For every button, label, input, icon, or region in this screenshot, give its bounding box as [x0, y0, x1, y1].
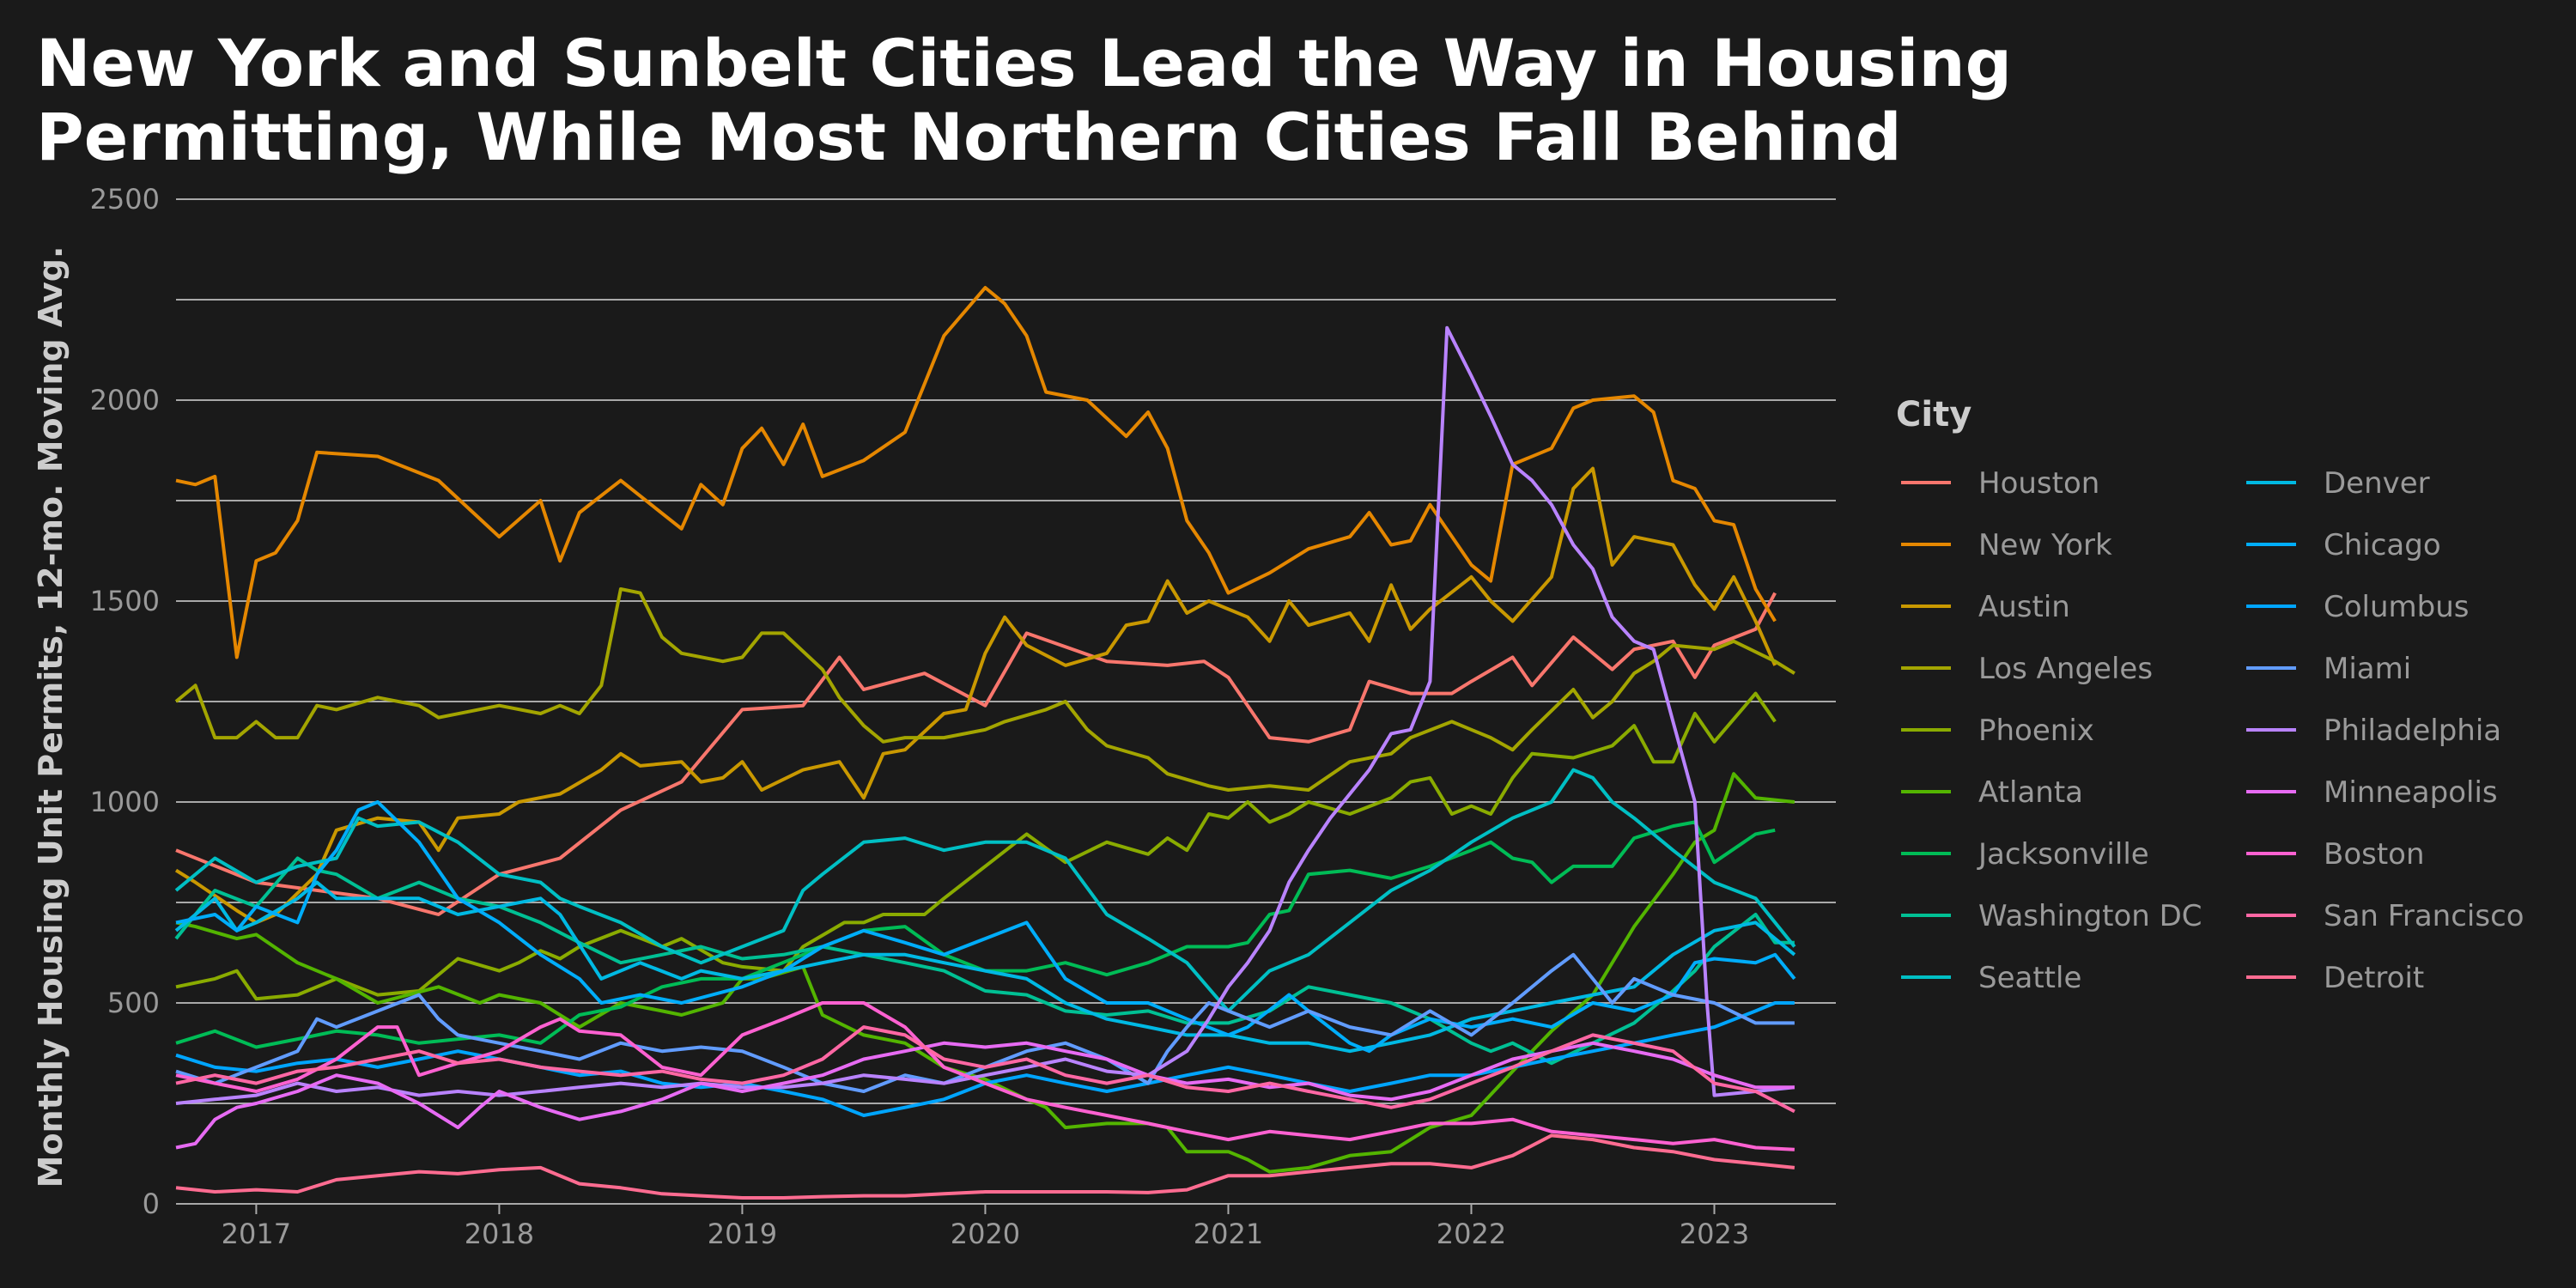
legend-label: New York: [1978, 528, 2112, 562]
y-tick-label: 2000: [90, 384, 160, 416]
y-tick-label: 2500: [90, 183, 160, 216]
x-tick-label: 2017: [222, 1218, 291, 1250]
series-line-san-francisco: [175, 1025, 1795, 1114]
series-line-phoenix: [175, 691, 1777, 1001]
chart-title-line-1: New York and Sunbelt Cities Lead the Way…: [36, 25, 2012, 101]
legend-label: Los Angeles: [1978, 652, 2153, 686]
series-line-detroit: [175, 1133, 1795, 1200]
legend-label: Philadelphia: [2324, 714, 2501, 748]
legend-label: Minneapolis: [2324, 775, 2498, 810]
y-tick-label: 1500: [90, 585, 160, 617]
legend-label: Columbus: [2324, 590, 2470, 624]
series-lines: [174, 286, 1796, 1200]
legend-title: City: [1896, 395, 1971, 434]
legend: City Houston New York Austin Los Angeles Pho…: [1896, 395, 2524, 995]
y-axis-label: Monthly Housing Unit Permits, 12-mo. Mov…: [32, 246, 70, 1188]
x-tick-label: 2019: [708, 1218, 777, 1250]
grid-lines: [176, 198, 1836, 1205]
series-line-washington-dc: [174, 856, 1795, 1066]
y-axis-ticks: 0 500 1000 1500 2000 2500: [90, 183, 160, 1220]
legend-label: Seattle: [1978, 961, 2081, 995]
series-line-jacksonville: [175, 820, 1776, 1049]
series-line-denver: [174, 880, 1796, 1054]
series-line-houston: [175, 592, 1777, 916]
x-tick-label: 2022: [1437, 1218, 1506, 1250]
legend-label: Phoenix: [1978, 714, 2094, 748]
y-tick-label: 1000: [90, 786, 160, 818]
legend-label: San Francisco: [2324, 899, 2524, 933]
legend-label: Miami: [2324, 652, 2411, 686]
x-tick-label: 2020: [951, 1218, 1020, 1250]
x-tick-label: 2021: [1194, 1218, 1263, 1250]
series-line-philadelphia: [175, 325, 1795, 1105]
legend-label: Chicago: [2324, 528, 2441, 562]
legend-label: Boston: [2324, 837, 2425, 872]
legend-label: Jacksonville: [1977, 837, 2149, 872]
series-line-boston: [175, 1001, 1795, 1151]
legend-label: Washington DC: [1978, 899, 2202, 933]
x-tick-label: 2023: [1680, 1218, 1749, 1250]
series-line-austin: [174, 466, 1777, 925]
x-axis: 2017 2018 2019 2020 2021 2022 2023: [222, 1204, 1749, 1250]
legend-label: Detroit: [2324, 961, 2424, 995]
chart-title-line-2: Permitting, While Most Northern Cities F…: [36, 99, 1902, 175]
series-line-miami: [175, 952, 1795, 1093]
legend-label: Austin: [1978, 590, 2070, 624]
legend-label: Atlanta: [1978, 775, 2083, 810]
y-tick-label: 0: [143, 1188, 160, 1220]
x-tick-label: 2018: [465, 1218, 534, 1250]
series-line-columbus: [175, 1001, 1795, 1117]
series-line-chicago: [175, 800, 1796, 1054]
series-line-new-york: [175, 286, 1777, 659]
legend-label: Houston: [1978, 466, 2099, 501]
legend-label: Denver: [2324, 466, 2430, 501]
series-line-los-angeles: [174, 587, 1795, 792]
series-line-seattle: [174, 768, 1796, 1013]
y-tick-label: 500: [107, 987, 160, 1019]
